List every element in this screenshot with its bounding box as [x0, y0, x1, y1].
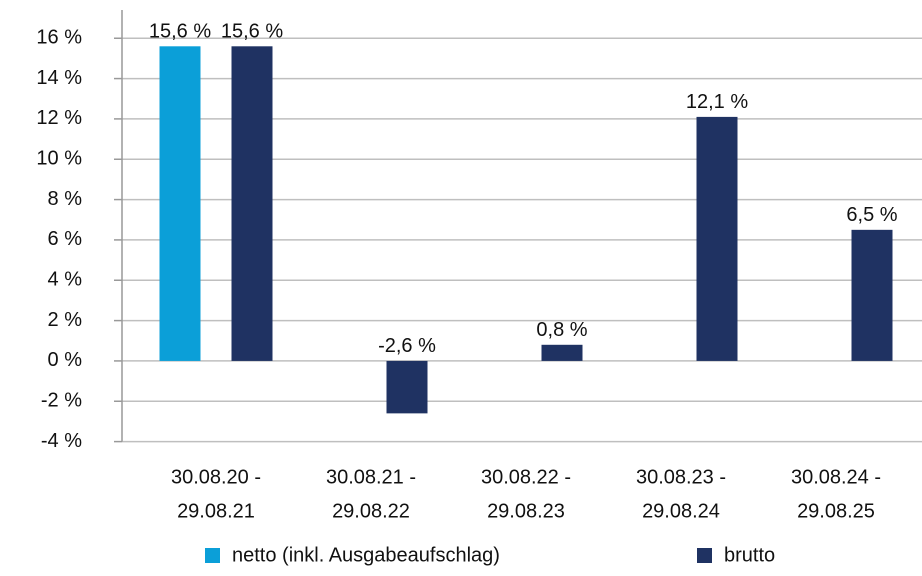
y-tick-label: -4 % — [41, 430, 82, 452]
x-tick-label: 30.08.22 - — [481, 466, 571, 488]
x-tick-label: 30.08.21 - — [326, 466, 416, 488]
bar — [159, 46, 201, 361]
y-tick-label: 16 % — [36, 27, 82, 49]
y-tick-label: 6 % — [48, 228, 83, 250]
y-tick-label: 12 % — [36, 107, 82, 129]
bar — [386, 360, 428, 414]
bar — [541, 344, 583, 361]
value-label: -2,6 % — [378, 335, 436, 357]
legend-swatch — [697, 548, 712, 563]
x-tick-label: 29.08.24 — [642, 500, 720, 522]
value-label: 12,1 % — [686, 91, 748, 113]
y-tick-label: 0 % — [48, 349, 83, 371]
y-tick-label: 10 % — [36, 148, 82, 170]
x-tick-label: 29.08.23 — [487, 500, 565, 522]
value-label: 0,8 % — [536, 319, 587, 341]
value-label: 6,5 % — [846, 204, 897, 226]
legend-label: brutto — [724, 544, 775, 566]
legend-label: netto (inkl. Ausgabeaufschlag) — [232, 544, 500, 566]
y-tick-label: -2 % — [41, 390, 82, 412]
bar — [696, 116, 738, 361]
x-tick-label: 29.08.22 — [332, 500, 410, 522]
y-tick-label: 2 % — [48, 309, 83, 331]
value-label: 15,6 % — [221, 21, 283, 43]
x-tick-label: 29.08.25 — [797, 500, 875, 522]
x-tick-label: 30.08.20 - — [171, 466, 261, 488]
x-tick-label: 30.08.23 - — [636, 466, 726, 488]
bar — [851, 229, 893, 361]
y-tick-label: 8 % — [48, 188, 83, 210]
y-tick-label: 4 % — [48, 269, 83, 291]
value-label: 15,6 % — [149, 21, 211, 43]
y-tick-label: 14 % — [36, 67, 82, 89]
legend-swatch — [205, 548, 220, 563]
x-tick-label: 30.08.24 - — [791, 466, 881, 488]
x-tick-label: 29.08.21 — [177, 500, 255, 522]
bar — [231, 46, 273, 361]
